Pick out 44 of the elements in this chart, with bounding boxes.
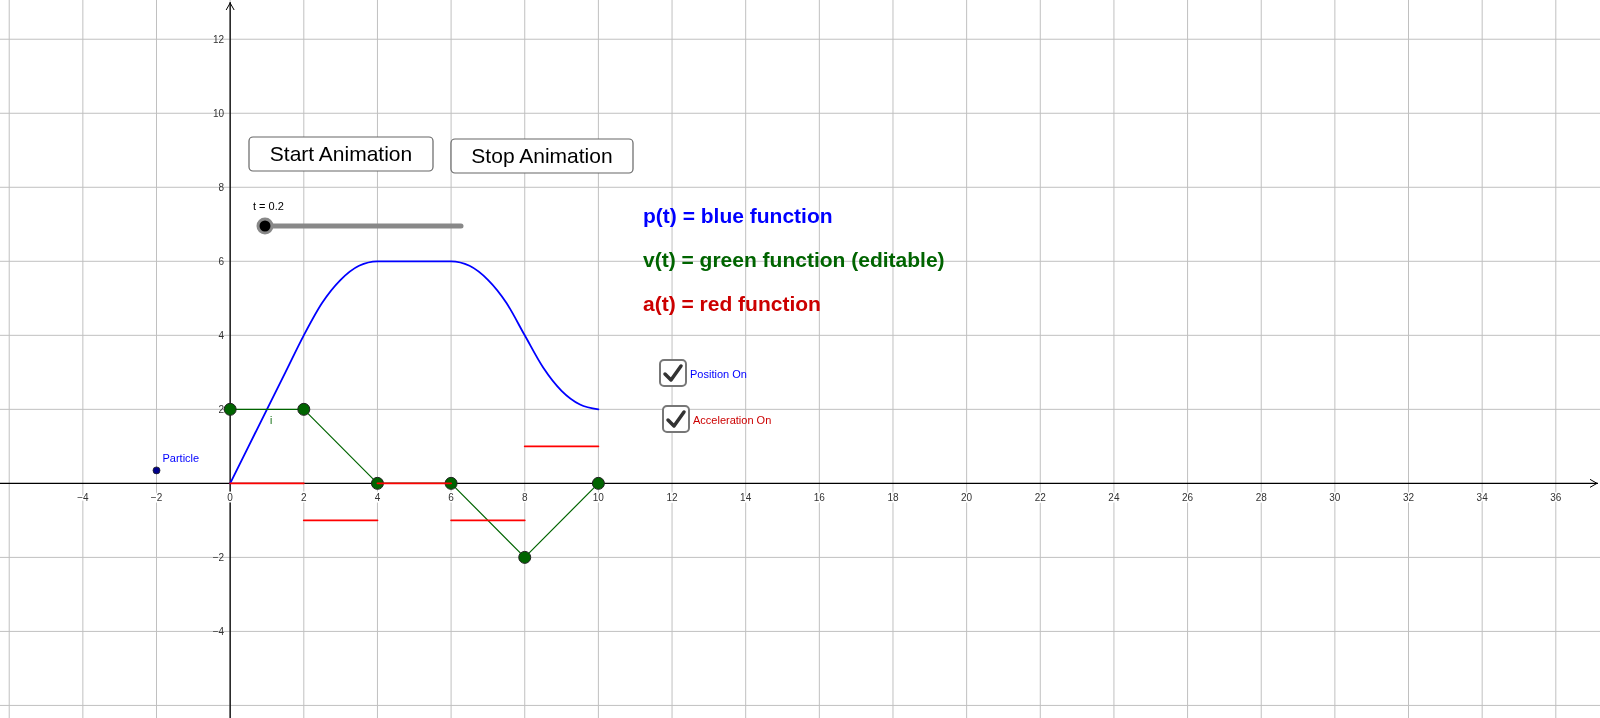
point bbox=[518, 550, 532, 564]
x-tick-label: 14 bbox=[740, 492, 752, 504]
x-tick-label: 4 bbox=[374, 492, 381, 504]
y-tick-label: 4 bbox=[218, 329, 225, 341]
x-tick-label: 24 bbox=[1108, 492, 1120, 504]
point bbox=[152, 466, 161, 475]
annotation: p(t) = blue function bbox=[643, 204, 833, 227]
x-tick-label: 10 bbox=[592, 492, 605, 504]
x-tick-label: 12 bbox=[666, 492, 679, 504]
point bbox=[223, 402, 237, 416]
x-tick-label: 2 bbox=[301, 492, 308, 504]
y-tick-label: 12 bbox=[213, 33, 225, 45]
x-tick-label: 28 bbox=[1255, 492, 1268, 504]
y-tick-label: −4 bbox=[212, 625, 225, 637]
x-tick-label: 18 bbox=[887, 492, 899, 504]
y-tick-label: 6 bbox=[218, 255, 225, 267]
x-tick-label: 36 bbox=[1550, 492, 1562, 504]
x-tick-label: 26 bbox=[1182, 492, 1194, 504]
x-tick-label: 16 bbox=[813, 492, 826, 504]
x-tick-label: −4 bbox=[77, 492, 89, 504]
annotation: Start Animation bbox=[269, 142, 413, 165]
annotation: a(t) = red function bbox=[643, 292, 821, 315]
x-tick-label: 34 bbox=[1476, 492, 1489, 504]
point bbox=[591, 476, 605, 490]
x-tick-label: 22 bbox=[1034, 492, 1047, 504]
x-tick-label: 20 bbox=[961, 492, 973, 504]
annotation: Stop Animation bbox=[471, 144, 613, 167]
point bbox=[297, 402, 311, 416]
annotation: i bbox=[269, 415, 273, 427]
series-label: Particle bbox=[162, 452, 200, 465]
x-tick-label: 8 bbox=[521, 492, 528, 504]
annotation: t = 0.2 bbox=[253, 200, 284, 212]
y-tick-label: 2 bbox=[218, 403, 225, 415]
x-tick-label: −2 bbox=[150, 492, 163, 504]
x-tick-label: 32 bbox=[1402, 492, 1415, 504]
annotation: Acceleration On bbox=[693, 414, 772, 426]
x-tick-label: 6 bbox=[448, 492, 455, 504]
x-tick-label: 30 bbox=[1329, 492, 1341, 504]
annotation: v(t) = green function (editable) bbox=[643, 248, 945, 271]
y-tick-label: −2 bbox=[212, 551, 225, 563]
y-tick-label: 8 bbox=[218, 181, 225, 193]
line-series bbox=[229, 260, 600, 485]
y-tick-label: 10 bbox=[213, 107, 225, 119]
annotation: Position On bbox=[690, 368, 747, 380]
